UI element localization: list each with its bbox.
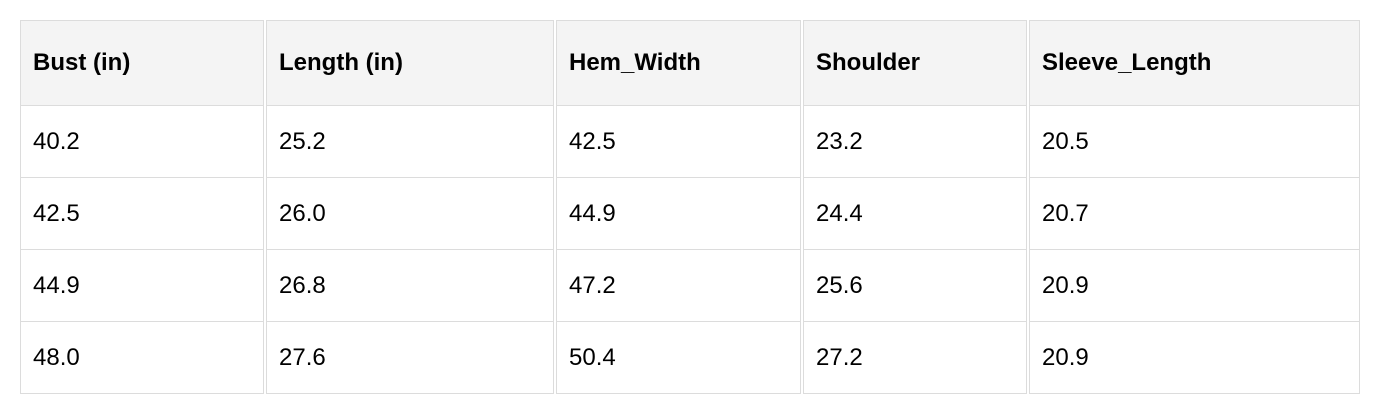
table-cell: 26.8 — [266, 249, 554, 321]
size-chart-table: Bust (in) Length (in) Hem_Width Shoulder Sle… — [18, 20, 1362, 394]
table-cell: 48.0 — [20, 321, 264, 394]
table-cell: 50.4 — [556, 321, 801, 394]
table-row: 42.5 26.0 44.9 24.4 20.7 — [20, 177, 1360, 249]
table-cell: 42.5 — [20, 177, 264, 249]
table-cell: 44.9 — [20, 249, 264, 321]
table-cell: 42.5 — [556, 105, 801, 177]
table-row: 44.9 26.8 47.2 25.6 20.9 — [20, 249, 1360, 321]
table-cell: 20.5 — [1029, 105, 1360, 177]
column-header: Sleeve_Length — [1029, 20, 1360, 105]
table-cell: 27.2 — [803, 321, 1027, 394]
table-cell: 20.7 — [1029, 177, 1360, 249]
table-cell: 25.6 — [803, 249, 1027, 321]
table-cell: 47.2 — [556, 249, 801, 321]
table-cell: 23.2 — [803, 105, 1027, 177]
table-cell: 20.9 — [1029, 321, 1360, 394]
table-cell: 26.0 — [266, 177, 554, 249]
column-header: Length (in) — [266, 20, 554, 105]
table-row: 48.0 27.6 50.4 27.2 20.9 — [20, 321, 1360, 394]
table-cell: 20.9 — [1029, 249, 1360, 321]
column-header: Bust (in) — [20, 20, 264, 105]
table-row: 40.2 25.2 42.5 23.2 20.5 — [20, 105, 1360, 177]
table-cell: 24.4 — [803, 177, 1027, 249]
table-cell: 44.9 — [556, 177, 801, 249]
column-header: Shoulder — [803, 20, 1027, 105]
column-header: Hem_Width — [556, 20, 801, 105]
table-cell: 25.2 — [266, 105, 554, 177]
header-row: Bust (in) Length (in) Hem_Width Shoulder Sle… — [20, 20, 1360, 105]
table-cell: 27.6 — [266, 321, 554, 394]
table-cell: 40.2 — [20, 105, 264, 177]
